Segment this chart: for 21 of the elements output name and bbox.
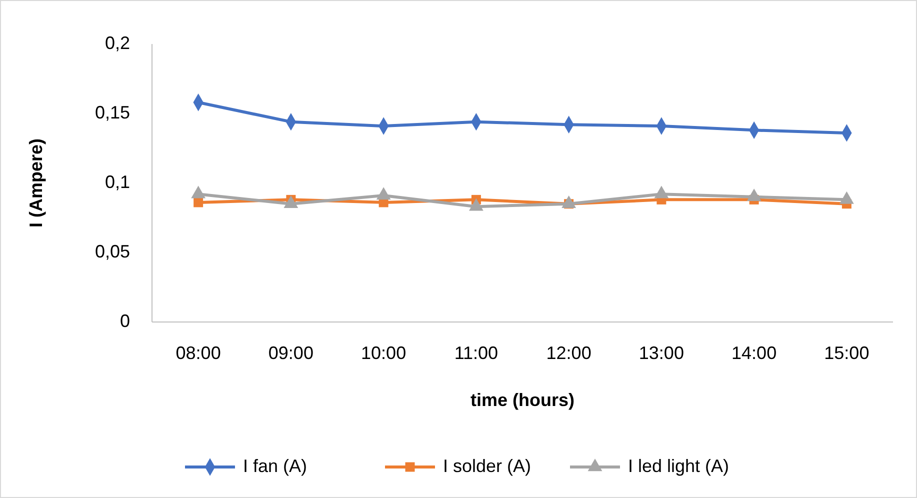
x-tick-label: 14:00 (732, 343, 777, 363)
x-tick-label: 09:00 (268, 343, 314, 363)
y-tick-label: 0 (120, 310, 130, 331)
y-axis-title: I (Ampere) (26, 138, 46, 228)
x-axis-title: time (hours) (470, 390, 575, 410)
legend-label: I fan (A) (243, 456, 308, 476)
y-tick-label: 0,15 (94, 102, 130, 122)
point (562, 196, 576, 208)
x-tick-label: 08:00 (176, 343, 221, 363)
point (284, 196, 298, 208)
legend-label: I solder (A) (443, 456, 532, 476)
x-tick-label: 15:00 (824, 343, 870, 363)
x-tick-label: 13:00 (638, 343, 684, 363)
y-tick-label: 0,2 (104, 32, 130, 53)
y-tick-label: 0,1 (104, 172, 130, 192)
y-tick-label: 0,05 (94, 241, 130, 262)
point (194, 198, 204, 208)
x-tick-label: 10:00 (361, 343, 406, 363)
legend-label: I led light (A) (628, 456, 730, 476)
x-tick-label: 11:00 (454, 343, 498, 363)
x-tick-label: 12:00 (546, 343, 592, 363)
